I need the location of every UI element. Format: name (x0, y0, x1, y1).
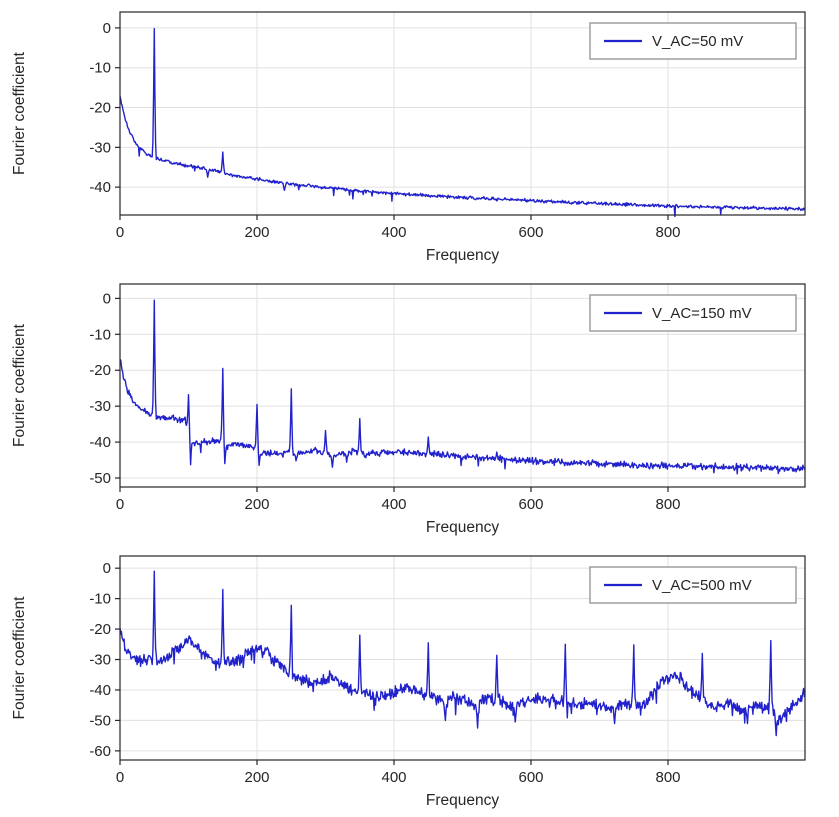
x-axis-label: Frequency (426, 519, 499, 536)
y-tick-label: -50 (89, 712, 111, 729)
x-tick-label: 800 (655, 496, 680, 513)
x-tick-label: 600 (518, 496, 543, 513)
y-tick-label: -60 (89, 743, 111, 760)
y-tick-label: -30 (89, 139, 111, 156)
y-tick-label: 0 (103, 560, 111, 577)
x-tick-label: 0 (116, 496, 124, 513)
y-tick-label: -40 (89, 434, 111, 451)
y-tick-label: -30 (89, 652, 111, 669)
x-tick-label: 600 (518, 224, 543, 241)
legend-label: V_AC=150 mV (652, 305, 752, 322)
y-tick-label: 0 (103, 290, 111, 307)
legend-label: V_AC=500 mV (652, 577, 752, 594)
x-tick-label: 400 (381, 496, 406, 513)
x-axis-label: Frequency (426, 247, 499, 264)
x-tick-label: 600 (518, 769, 543, 786)
series-line (119, 299, 806, 475)
y-tick-label: -40 (89, 179, 111, 196)
y-tick-label: -20 (89, 621, 111, 638)
x-axis-label: Frequency (426, 792, 499, 809)
series-line (119, 28, 806, 218)
x-tick-label: 400 (381, 224, 406, 241)
y-axis-label: Fourier coefficient (11, 51, 28, 175)
legend: V_AC=500 mV (589, 566, 797, 604)
x-tick-label: 0 (116, 769, 124, 786)
chart-canvas-50mv: 0 200 400 600 800 0 -10 -20 -30 -40 Frequency Fouri… (11, 11, 806, 264)
chart-vac-500mv: 0 200 400 600 800 0 -10 -20 -30 -40 -50 -60 Frequenc… (0, 544, 839, 817)
x-tick-label: 0 (116, 224, 124, 241)
x-tick-label: 200 (244, 769, 269, 786)
y-tick-label: 0 (103, 20, 111, 37)
chart-canvas-500mv: 0 200 400 600 800 0 -10 -20 -30 -40 -50 -60 Frequenc… (11, 555, 806, 809)
chart-canvas-150mv: 0 200 400 600 800 0 -10 -20 -30 -40 -50 Frequency Fo… (11, 283, 806, 536)
x-tick-label: 800 (655, 224, 680, 241)
y-tick-label: -20 (89, 362, 111, 379)
legend: V_AC=50 mV (589, 22, 797, 60)
legend: V_AC=150 mV (589, 294, 797, 332)
y-tick-label: -40 (89, 682, 111, 699)
x-tick-label: 200 (244, 496, 269, 513)
y-tick-label: -30 (89, 398, 111, 415)
y-tick-label: -20 (89, 100, 111, 117)
x-tick-label: 400 (381, 769, 406, 786)
y-axis-label: Fourier coefficient (11, 323, 28, 447)
series-line (119, 570, 806, 737)
chart-vac-150mv: 0 200 400 600 800 0 -10 -20 -30 -40 -50 Frequency Fo… (0, 272, 839, 544)
y-tick-label: -10 (89, 326, 111, 343)
y-tick-label: -50 (89, 470, 111, 487)
y-axis-label: Fourier coefficient (11, 596, 28, 720)
legend-label: V_AC=50 mV (652, 33, 743, 50)
x-tick-label: 800 (655, 769, 680, 786)
plot-frame (119, 555, 806, 761)
plot-frame (119, 283, 806, 488)
plot-frame (119, 11, 806, 216)
x-tick-label: 200 (244, 224, 269, 241)
chart-vac-50mv: 0 200 400 600 800 0 -10 -20 -30 -40 Frequency Fouri… (0, 0, 839, 272)
y-tick-label: -10 (89, 60, 111, 77)
y-tick-label: -10 (89, 591, 111, 608)
